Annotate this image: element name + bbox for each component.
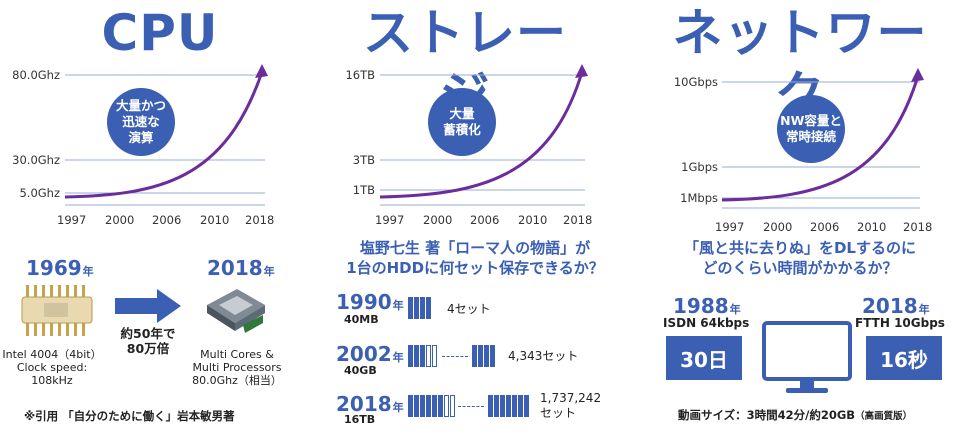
cpu-growth-note: 約50年で 80万倍 xyxy=(120,326,176,356)
cpu-xlabel: 2010 xyxy=(200,213,230,227)
network-left-year: 1988年 xyxy=(673,294,741,318)
storage-ylabel-mid: 3TB xyxy=(352,153,375,167)
network-footer: 動画サイズ：3時間42分/約20GB（高画質版） xyxy=(678,408,913,423)
storage-row-count: 1,737,242 セット xyxy=(540,391,602,420)
citation-note: ※引用 「自分のために働く」岩本敏男著 xyxy=(24,409,235,423)
hdd-stack xyxy=(408,297,432,323)
network-ylabel-top: 10Gbps xyxy=(673,75,718,89)
network-xlabel: 2010 xyxy=(857,220,887,234)
storage-row-year: 2018年 xyxy=(336,392,404,416)
storage-row-size: 40MB xyxy=(344,313,379,326)
storage-row-count: 4セット xyxy=(447,302,491,316)
cpu-xlabel: 1997 xyxy=(57,213,87,227)
chip-new-caption: Multi Cores & Multi Processors 80.0Ghz（相… xyxy=(192,348,282,387)
storage-row-year: 2002年 xyxy=(336,342,404,366)
dashed-connector xyxy=(458,406,484,407)
cpu-ylabel-mid: 30.0Ghz xyxy=(12,153,60,167)
network-xlabel: 1997 xyxy=(715,220,745,234)
storage-row-size: 16TB xyxy=(344,413,376,426)
network-circle-badge: NW容量と 常時接続 xyxy=(777,95,845,163)
network-title: ネットワーク xyxy=(672,4,928,124)
network-xlabel: 2018 xyxy=(903,220,933,234)
cpu-title: CPU xyxy=(101,4,219,62)
storage-row-year: 1990年 xyxy=(336,290,404,314)
cpu-xlabel: 2006 xyxy=(152,213,182,227)
cpu-circle-badge: 大量かつ 迅速な 演算 xyxy=(107,88,175,156)
network-question: 「風と共に去りぬ」をDLするのに どのくらい時間がかかるか？ xyxy=(683,239,916,277)
network-xlabel: 2000 xyxy=(763,220,793,234)
cpu-ylabel-low: 5.0Ghz xyxy=(19,186,60,200)
storage-row-count: 4,343セット xyxy=(508,349,579,363)
storage-circle-badge: 大量 蓄積化 xyxy=(428,88,496,156)
cpu-growth-chart xyxy=(64,64,268,206)
storage-xlabel: 2006 xyxy=(470,213,500,227)
cpu-year-to: 2018年 xyxy=(207,256,275,280)
storage-xlabel: 2010 xyxy=(518,213,548,227)
chip-old-caption: Intel 4004（4bit） Clock speed: 108kHz xyxy=(2,348,102,387)
intel-4004-chip-icon xyxy=(21,285,93,336)
storage-question: 塩野七生 著「ローマ人の物語」が 1台のHDDに何セット保存できるか？ xyxy=(346,239,604,277)
network-ylabel-low: 1Mbps xyxy=(680,191,718,205)
storage-ylabel-top: 16TB xyxy=(345,68,375,82)
network-left-line: ISDN 64kbps xyxy=(663,316,750,330)
cpu-ylabel-top: 80.0Ghz xyxy=(12,68,60,82)
hdd-stack xyxy=(408,395,456,421)
network-right-time: 16秒 xyxy=(866,336,942,380)
cpu-xlabel: 2018 xyxy=(245,213,275,227)
storage-xlabel: 1997 xyxy=(375,213,405,227)
cpu-xlabel: 2000 xyxy=(105,213,135,227)
monitor-icon xyxy=(762,321,852,393)
modern-cpu-chip-icon xyxy=(207,289,265,333)
network-left-time: 30日 xyxy=(666,336,742,380)
storage-xlabel: 2000 xyxy=(423,213,453,227)
storage-ylabel-low: 1TB xyxy=(352,183,375,197)
storage-title: ストレージ xyxy=(363,4,567,124)
network-xlabel: 2006 xyxy=(810,220,840,234)
dashed-connector xyxy=(442,356,468,357)
network-growth-chart xyxy=(721,68,924,209)
hdd-stack xyxy=(472,345,496,371)
hdd-stack xyxy=(488,395,530,421)
storage-growth-chart xyxy=(379,64,588,206)
cpu-year-from: 1969年 xyxy=(26,256,94,280)
network-right-line: FTTH 10Gbps xyxy=(855,316,945,330)
storage-xlabel: 2018 xyxy=(563,213,593,227)
network-ylabel-mid: 1Gbps xyxy=(681,160,718,174)
network-right-year: 2018年 xyxy=(862,294,930,318)
arrow-right-icon xyxy=(115,289,181,323)
hdd-stack xyxy=(408,345,438,371)
storage-row-size: 40GB xyxy=(344,364,377,377)
